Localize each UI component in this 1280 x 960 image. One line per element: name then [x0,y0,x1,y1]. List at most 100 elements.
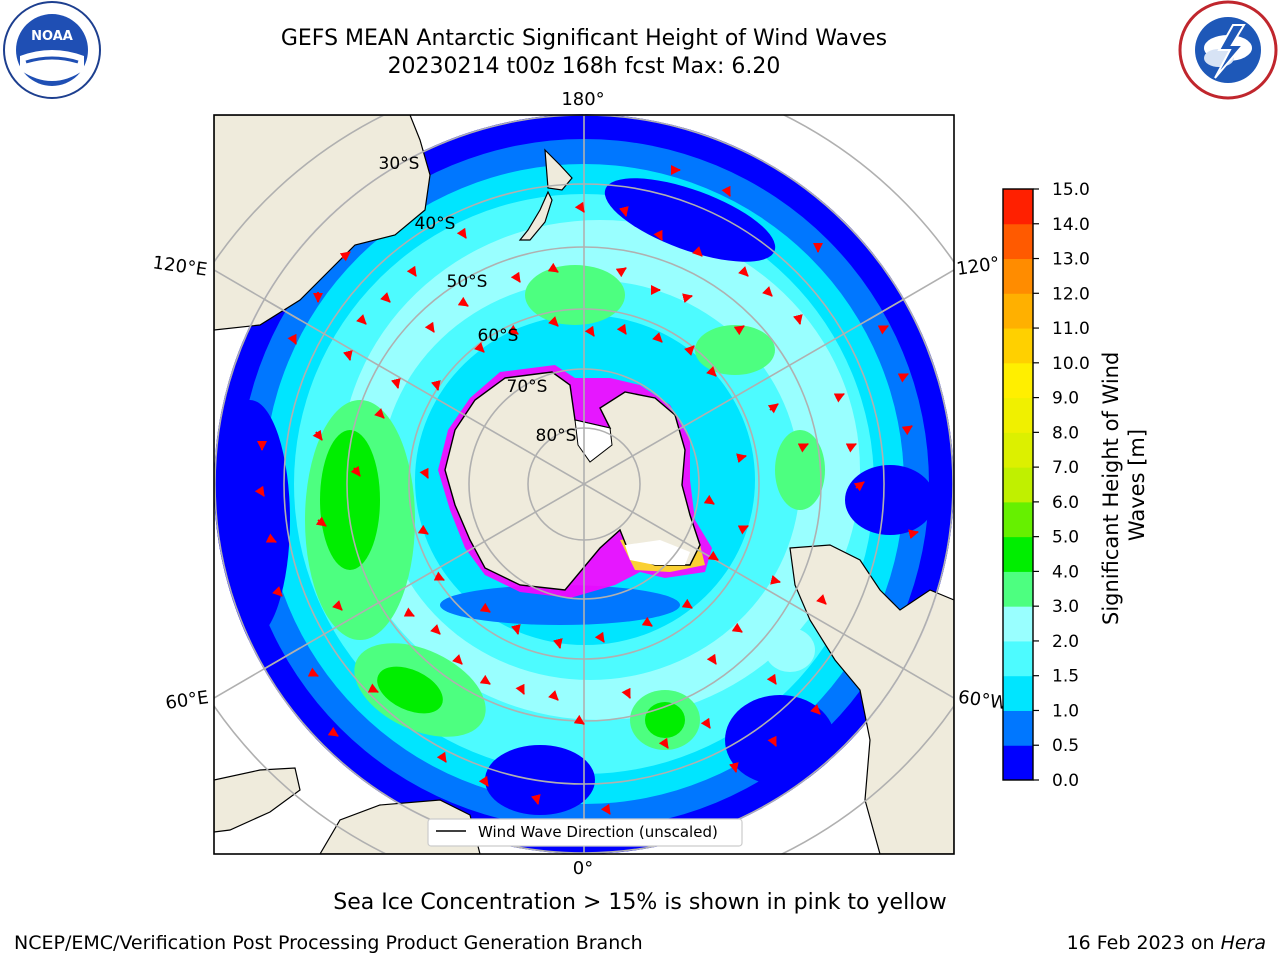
colorbar-segment [1003,675,1033,711]
colorbar-segment [1003,328,1033,364]
wave-arrow [547,262,559,273]
lat-label-40s: 40°S [415,214,456,234]
colorbar-segment [1003,536,1033,572]
lon-label-120w: 120° [955,253,1001,280]
sea-ice-caption: Sea Ice Concentration > 15% is shown in … [333,890,947,915]
wave-arrow [478,775,489,787]
lat-label-50s: 50°S [447,272,488,292]
nws-logo [1178,0,1278,100]
wave-arrow [733,325,745,336]
wave-arrow [908,529,919,540]
wave-arrow [403,607,415,617]
wave-arrow [356,314,367,325]
wave-arrow [510,624,521,635]
colorbar: 0.0 0.5 1.0 1.5 2.0 3.0 4.0 5.0 6.0 7.0 8.0 9.0 10.0… [1002,180,1149,791]
wave-arrow [515,683,525,695]
wave-arrow [552,638,563,649]
antarctica-landmass [444,371,701,591]
colorbar-tick-label: 3.0 [1052,597,1079,617]
colorbar-tick-label: 15.0 [1052,180,1090,200]
wave-arrow [810,704,821,715]
map-subtitle: 20230214 t00z 168h fcst Max: 6.20 [387,54,781,79]
wave-arrow [767,403,779,414]
wave-arrow [738,266,749,277]
wave-arrow [548,690,559,701]
wave-arrow [584,325,595,337]
wave-arrow [766,673,777,685]
wave-arrow [600,803,611,815]
wave-arrow [641,616,653,627]
wave-arrow [658,737,669,749]
wave-arrow [339,251,351,262]
colorbar-frame [1002,188,1034,781]
wave-arrow [456,227,467,239]
wave-arrow [479,674,491,685]
lon-label-60e: 60°E [164,687,210,714]
wave-arrow [703,494,715,505]
wave-arrow [510,271,521,283]
wave-arrow [433,571,445,581]
colorbar-tick-label: 0.5 [1052,736,1079,756]
lon-label-180: 180° [561,89,604,110]
wave-arrow [452,654,463,665]
lat-label-80s: 80°S [536,426,577,446]
colorbar-segment [1003,293,1033,329]
wind-wave-arrows [254,165,919,815]
lat-label-30s: 30°S [379,154,420,174]
noaa-logo: NOAA [3,1,101,99]
wave-arrow [652,332,663,343]
wave-arrow [707,550,719,561]
wave-arrow [479,602,491,613]
wave-arrow [474,342,485,353]
wave-arrow [845,443,857,453]
map-frame [213,114,955,855]
wave-arrow [436,751,447,763]
colorbar-tick-label: 7.0 [1052,458,1079,478]
wave-arrow [390,378,401,389]
wave-arrow [265,533,277,543]
colorbar-tick-label: 12.0 [1052,284,1090,304]
colorbar-tick-label: 4.0 [1052,562,1079,582]
lon-label-120e: 120°E [151,252,208,280]
wave-arrow [797,443,809,453]
colorbar-tick-label: 1.5 [1052,667,1079,687]
wave-arrow [736,453,747,464]
wave-arrow [430,624,441,635]
wave-arrow [574,201,585,213]
lat-label-60s: 60°S [478,326,519,346]
wave-arrow [897,373,909,383]
legend-label: Wind Wave Direction (unscaled) [478,823,718,841]
wave-arrow [853,481,865,492]
colorbar-tick-label: 11.0 [1052,319,1090,339]
wave-arrow [706,653,717,665]
wave-arrow [681,598,693,609]
wave-arrow [419,467,429,479]
footer-machine: Hera [1220,932,1266,954]
wave-arrow [417,524,429,535]
wave-arrow [307,667,319,677]
wave-arrow [767,735,777,747]
colorbar-tick-label: 13.0 [1052,250,1090,270]
weddell-ice-shelf [625,540,690,565]
colorbar-tick-label: 5.0 [1052,528,1079,548]
graticule [214,114,954,854]
wave-arrow [594,631,605,643]
footer-date: 16 Feb 2023 on Hera [1067,932,1266,954]
wave-arrow [700,717,711,729]
colorbar-segment [1003,397,1033,433]
wave-arrow [770,574,781,585]
wave-arrow [287,333,297,345]
colorbar-segment [1003,571,1033,607]
wave-arrow [692,246,703,257]
wave-arrow [616,323,627,335]
colorbar-segment [1003,223,1033,260]
colorbar-label: Significant Height of Wind Waves [m] [1099,345,1149,625]
colorbar-tick-label: 8.0 [1052,423,1079,443]
colorbar-tick-label: 9.0 [1052,389,1079,409]
colorbar-segment [1003,467,1033,503]
colorbar-segment [1003,710,1033,746]
wave-arrow [254,485,265,497]
map-title: GEFS MEAN Antarctic Significant Height o… [280,26,888,51]
wave-arrow [507,324,519,335]
